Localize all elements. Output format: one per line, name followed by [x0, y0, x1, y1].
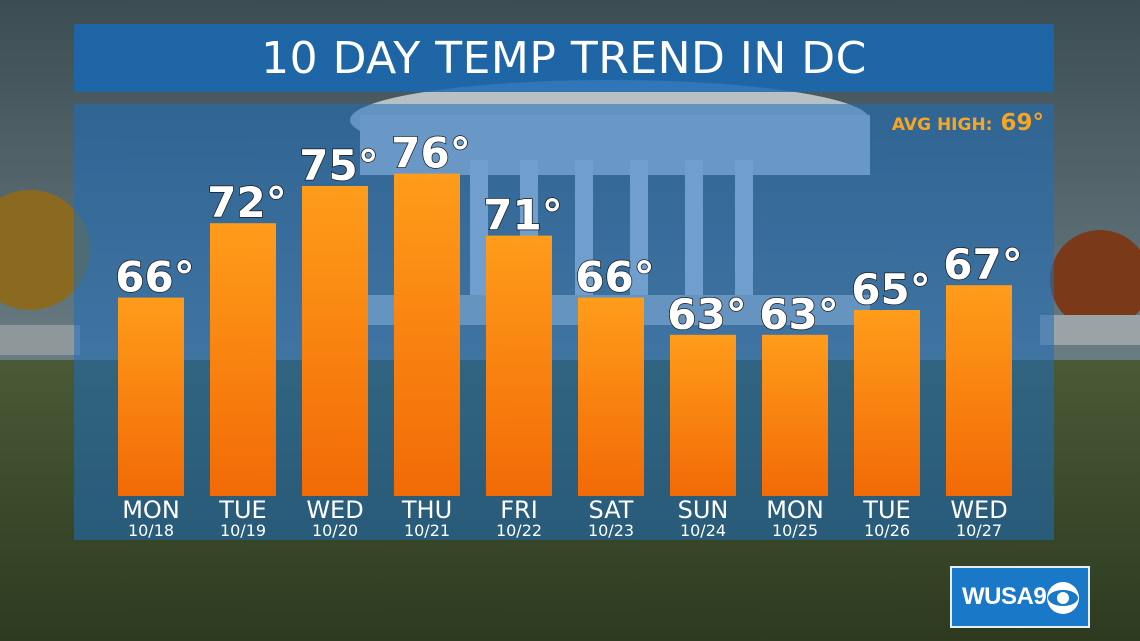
date-label: 10/19	[220, 521, 266, 540]
bar-value-label: 63°	[667, 290, 746, 339]
bar-value-label: 63°	[759, 290, 838, 339]
date-label: 10/22	[496, 521, 542, 540]
logo-text: WUSA9	[962, 583, 1047, 610]
day-label: WED	[950, 496, 1007, 524]
bar-value-label: 71°	[483, 191, 562, 240]
day-label: TUE	[218, 496, 266, 524]
bar-value-label: 67°	[943, 240, 1022, 289]
avg-high-value: 69°	[1000, 110, 1044, 136]
day-label: SAT	[589, 496, 634, 524]
day-label: SUN	[678, 496, 729, 524]
date-label: 10/23	[588, 521, 634, 540]
date-label: 10/18	[128, 521, 174, 540]
cbs-eye-icon	[1047, 582, 1079, 614]
avg-high-indicator: AVG HIGH: 69°	[892, 110, 1044, 136]
date-label: 10/26	[864, 521, 910, 540]
temp-bar	[578, 297, 644, 496]
temp-bar	[394, 173, 460, 496]
bar-value-label: 72°	[207, 178, 286, 227]
chart-panel: AVG HIGH: 69° 66° MON 10/18 72° TUE 10/19 75° W…	[74, 104, 1054, 540]
bar-chart: 66°MON10/1872°TUE10/1975°WED10/2076°THU1…	[115, 128, 1024, 540]
temp-bar	[762, 334, 828, 496]
temp-bar	[854, 310, 920, 496]
bar-value-label: 75°	[299, 141, 378, 190]
temp-bar	[210, 223, 276, 496]
station-logo: WUSA9	[950, 566, 1090, 628]
bar-value-label: 66°	[575, 253, 654, 302]
bar-value-label: 66°	[115, 253, 194, 302]
day-label: MON	[766, 496, 824, 524]
temp-bar	[486, 235, 552, 496]
day-label: WED	[306, 496, 363, 524]
avg-high-label: AVG HIGH:	[891, 115, 993, 135]
chart-title: 10 DAY TEMP TREND IN DC	[261, 32, 867, 84]
title-banner: 10 DAY TEMP TREND IN DC	[74, 24, 1054, 92]
date-label: 10/20	[312, 521, 358, 540]
temp-bar	[302, 186, 368, 496]
date-label: 10/25	[772, 521, 818, 540]
day-label: THU	[401, 496, 452, 524]
date-label: 10/24	[680, 521, 726, 540]
temp-bar	[946, 285, 1012, 496]
day-label: FRI	[500, 496, 538, 524]
date-label: 10/27	[956, 521, 1002, 540]
day-label: MON	[122, 496, 180, 524]
temp-bar	[118, 297, 184, 496]
day-label: TUE	[862, 496, 910, 524]
date-label: 10/21	[404, 521, 450, 540]
temp-bar	[670, 334, 736, 496]
bar-value-label: 76°	[391, 129, 470, 178]
bar-value-label: 65°	[851, 265, 930, 314]
